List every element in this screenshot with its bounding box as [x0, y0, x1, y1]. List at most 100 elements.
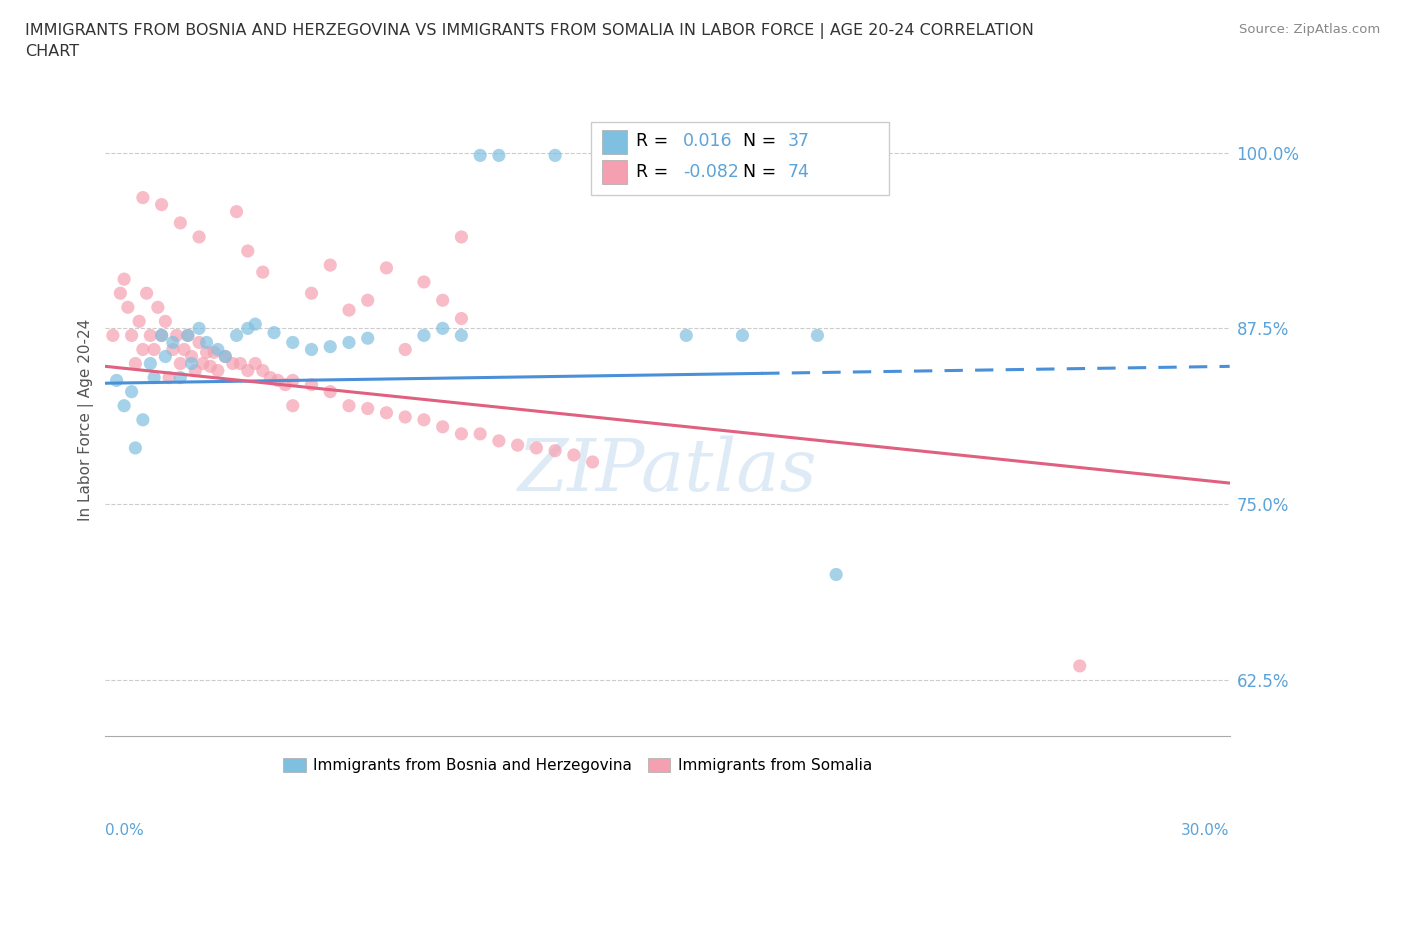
Point [207, 363, 229, 378]
Point [225, 328, 247, 343]
Point [188, 230, 211, 245]
Point [319, 384, 342, 399]
Text: N =: N = [742, 163, 782, 180]
Point [188, 335, 211, 350]
Point [432, 419, 454, 434]
Point [562, 447, 585, 462]
Y-axis label: In Labor Force | Age 20-24: In Labor Force | Age 20-24 [79, 319, 94, 521]
Point [581, 455, 603, 470]
Point [110, 286, 132, 300]
Point [169, 356, 191, 371]
Point [267, 373, 290, 388]
Point [450, 312, 472, 326]
Point [825, 567, 848, 582]
Point [245, 317, 267, 332]
Point [468, 148, 491, 163]
Point [394, 409, 416, 424]
Point [105, 373, 128, 388]
Point [135, 286, 157, 300]
Point [162, 335, 184, 350]
Point [337, 398, 360, 413]
Point [524, 441, 547, 456]
Point [132, 412, 155, 427]
Point [731, 328, 754, 343]
Point [357, 293, 380, 308]
Legend: Immigrants from Bosnia and Herzegovina, Immigrants from Somalia: Immigrants from Bosnia and Herzegovina, … [277, 752, 879, 779]
Point [195, 345, 218, 360]
Point [225, 205, 247, 219]
Point [139, 328, 162, 343]
Text: 0.016: 0.016 [683, 132, 733, 151]
Point [121, 328, 143, 343]
Point [450, 230, 472, 245]
Point [259, 370, 281, 385]
Point [143, 370, 166, 385]
Point [121, 384, 143, 399]
Point [468, 427, 491, 442]
Point [236, 244, 259, 259]
Point [229, 356, 252, 371]
Point [184, 363, 207, 378]
Point [155, 349, 177, 364]
Point [1069, 658, 1091, 673]
Point [281, 373, 304, 388]
Point [157, 370, 180, 385]
Point [337, 335, 360, 350]
Point [319, 258, 342, 272]
Point [450, 427, 472, 442]
Text: N =: N = [742, 132, 782, 151]
Text: 37: 37 [787, 132, 810, 151]
Point [675, 328, 697, 343]
Point [180, 349, 202, 364]
Point [413, 412, 436, 427]
Point [180, 356, 202, 371]
Point [195, 335, 218, 350]
Point [128, 314, 150, 329]
Point [166, 328, 188, 343]
Text: Source: ZipAtlas.com: Source: ZipAtlas.com [1240, 23, 1381, 36]
Point [214, 349, 236, 364]
Point [200, 359, 222, 374]
Point [132, 190, 155, 205]
Point [162, 342, 184, 357]
Point [124, 356, 146, 371]
Point [117, 299, 139, 314]
FancyBboxPatch shape [602, 160, 627, 184]
Point [214, 349, 236, 364]
FancyBboxPatch shape [591, 123, 889, 195]
Point [101, 328, 124, 343]
Point [169, 370, 191, 385]
Text: -0.082: -0.082 [683, 163, 740, 180]
Point [506, 438, 529, 453]
Point [806, 328, 828, 343]
Point [112, 272, 135, 286]
Point [177, 328, 200, 343]
Point [394, 342, 416, 357]
Point [432, 293, 454, 308]
Point [236, 363, 259, 378]
Point [150, 328, 173, 343]
Text: R =: R = [636, 163, 673, 180]
Point [337, 302, 360, 317]
Text: 74: 74 [787, 163, 810, 180]
Point [143, 342, 166, 357]
Text: IMMIGRANTS FROM BOSNIA AND HERZEGOVINA VS IMMIGRANTS FROM SOMALIA IN LABOR FORCE: IMMIGRANTS FROM BOSNIA AND HERZEGOVINA V… [25, 23, 1035, 59]
Point [301, 342, 323, 357]
Point [413, 274, 436, 289]
Point [150, 328, 173, 343]
Point [281, 398, 304, 413]
Point [413, 328, 436, 343]
Text: ZIPatlas: ZIPatlas [517, 435, 817, 506]
Point [488, 433, 510, 448]
Point [139, 356, 162, 371]
Point [432, 321, 454, 336]
Point [252, 363, 274, 378]
Point [169, 216, 191, 231]
Point [146, 299, 169, 314]
Point [375, 405, 398, 420]
Point [357, 331, 380, 346]
Point [202, 345, 225, 360]
Point [301, 286, 323, 300]
Point [263, 326, 285, 340]
Point [274, 378, 297, 392]
